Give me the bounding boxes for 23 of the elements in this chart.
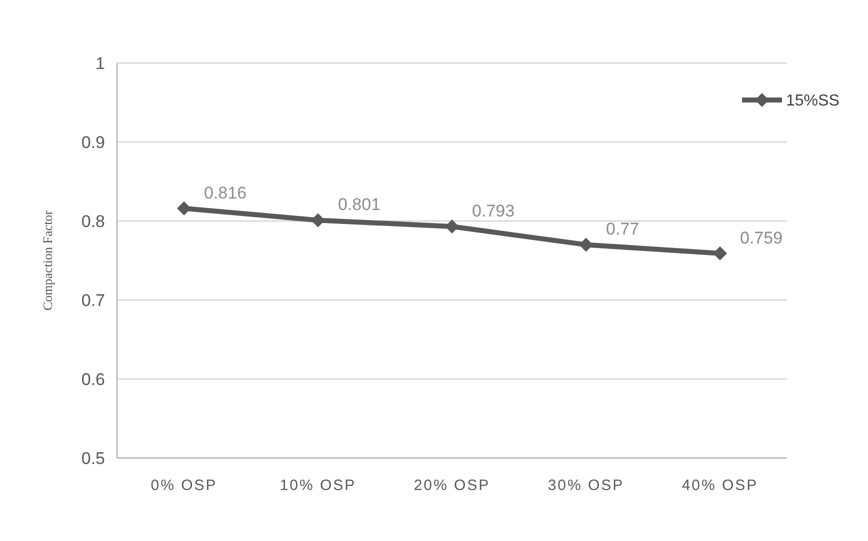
- y-tick-label: 0.5: [81, 448, 105, 468]
- point: [311, 213, 325, 228]
- data-label: 0.77: [606, 220, 640, 239]
- y-axis-title: Compaction Factor: [40, 210, 55, 311]
- x-tick-label: 40% OSP: [682, 477, 758, 494]
- data-label: 0.816: [204, 183, 247, 202]
- x-tick-label: 10% OSP: [280, 477, 356, 494]
- y-tick-label: 0.6: [81, 370, 105, 389]
- point: [579, 238, 593, 252]
- data-label: 0.801: [338, 195, 381, 214]
- x-tick-label: 20% OSP: [414, 477, 490, 494]
- point: [445, 220, 459, 234]
- x-tick-label: 0% OSP: [150, 477, 218, 494]
- data-label: 0.793: [472, 202, 515, 221]
- y-tick-label: 0.9: [81, 132, 105, 152]
- y-tick-label: 0.7: [81, 290, 105, 310]
- legend-label: 15%SS: [786, 92, 840, 110]
- point: [177, 201, 191, 216]
- y-tick-label: 1: [96, 54, 105, 73]
- x-tick-label: 30% OSP: [548, 477, 624, 494]
- y-tick-label: 0.8: [81, 212, 105, 231]
- point: [713, 246, 727, 260]
- data-label: 0.759: [740, 228, 783, 248]
